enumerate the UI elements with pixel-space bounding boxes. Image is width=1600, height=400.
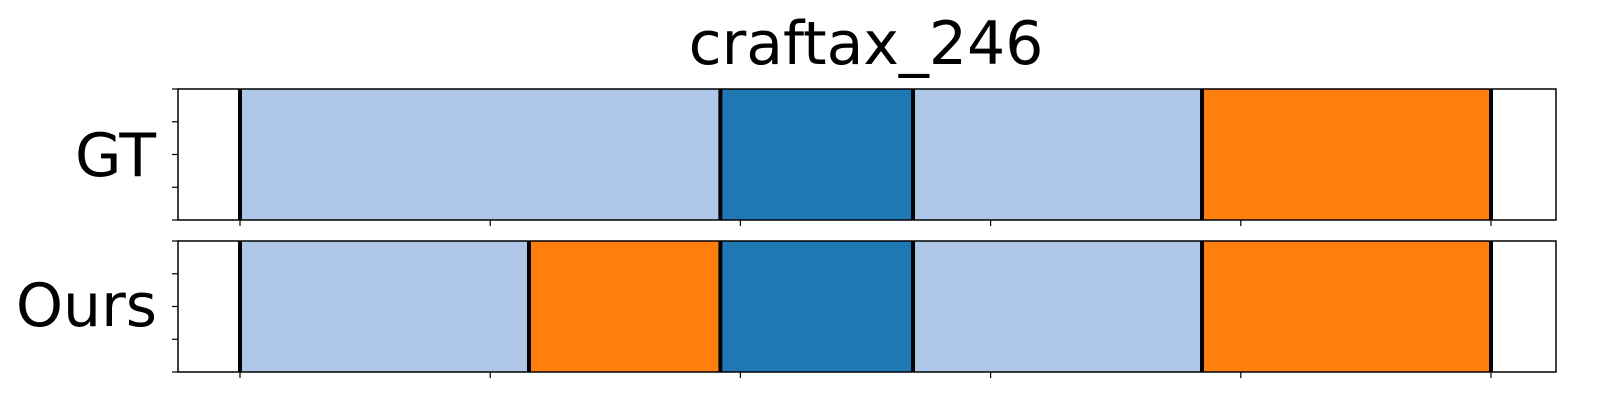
segment-bar: [240, 241, 529, 372]
segment-bar: [528, 241, 721, 372]
segment-bar: [913, 89, 1203, 220]
row-label: GT: [75, 121, 156, 191]
segment-bar: [1202, 89, 1491, 220]
row-ours: Ours: [16, 240, 1557, 378]
segment-bar: [720, 89, 914, 220]
segment-bar: [913, 241, 1203, 372]
segment-bar: [1202, 241, 1491, 372]
segment-bar: [720, 241, 914, 372]
segment-bar: [240, 89, 721, 220]
row-gt: GT: [75, 88, 1557, 226]
plot-frame: [177, 240, 1557, 373]
rows-layer: GT Ours: [16, 88, 1557, 378]
row-label: Ours: [16, 271, 157, 341]
plot-frame: [177, 88, 1557, 221]
chart-title: craftax_246: [689, 9, 1044, 79]
